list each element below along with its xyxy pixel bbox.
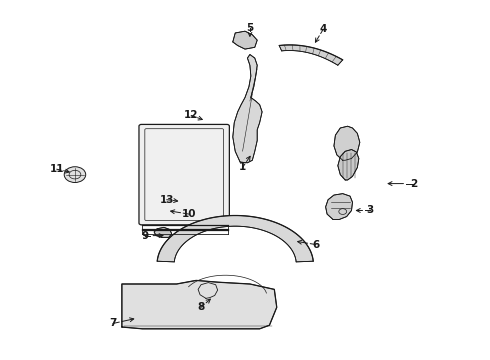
Text: 13: 13: [160, 195, 174, 205]
Text: 5: 5: [246, 23, 253, 33]
Polygon shape: [154, 227, 171, 237]
Text: 2: 2: [410, 179, 417, 189]
Text: 7: 7: [109, 319, 117, 328]
Polygon shape: [157, 216, 313, 262]
Polygon shape: [326, 194, 352, 220]
Text: 3: 3: [366, 206, 373, 216]
Polygon shape: [334, 126, 360, 160]
FancyBboxPatch shape: [139, 125, 229, 225]
Polygon shape: [279, 45, 343, 65]
Text: 12: 12: [184, 111, 198, 121]
Text: 8: 8: [197, 302, 205, 312]
Text: 1: 1: [239, 162, 246, 172]
Text: 9: 9: [141, 231, 148, 240]
Text: 11: 11: [49, 164, 64, 174]
Text: 4: 4: [319, 24, 327, 35]
Polygon shape: [233, 54, 262, 163]
Polygon shape: [198, 283, 218, 298]
Text: 6: 6: [312, 239, 319, 249]
Polygon shape: [233, 31, 257, 49]
Polygon shape: [122, 280, 277, 329]
Polygon shape: [338, 149, 359, 180]
Text: 10: 10: [182, 209, 196, 219]
Circle shape: [64, 167, 86, 183]
